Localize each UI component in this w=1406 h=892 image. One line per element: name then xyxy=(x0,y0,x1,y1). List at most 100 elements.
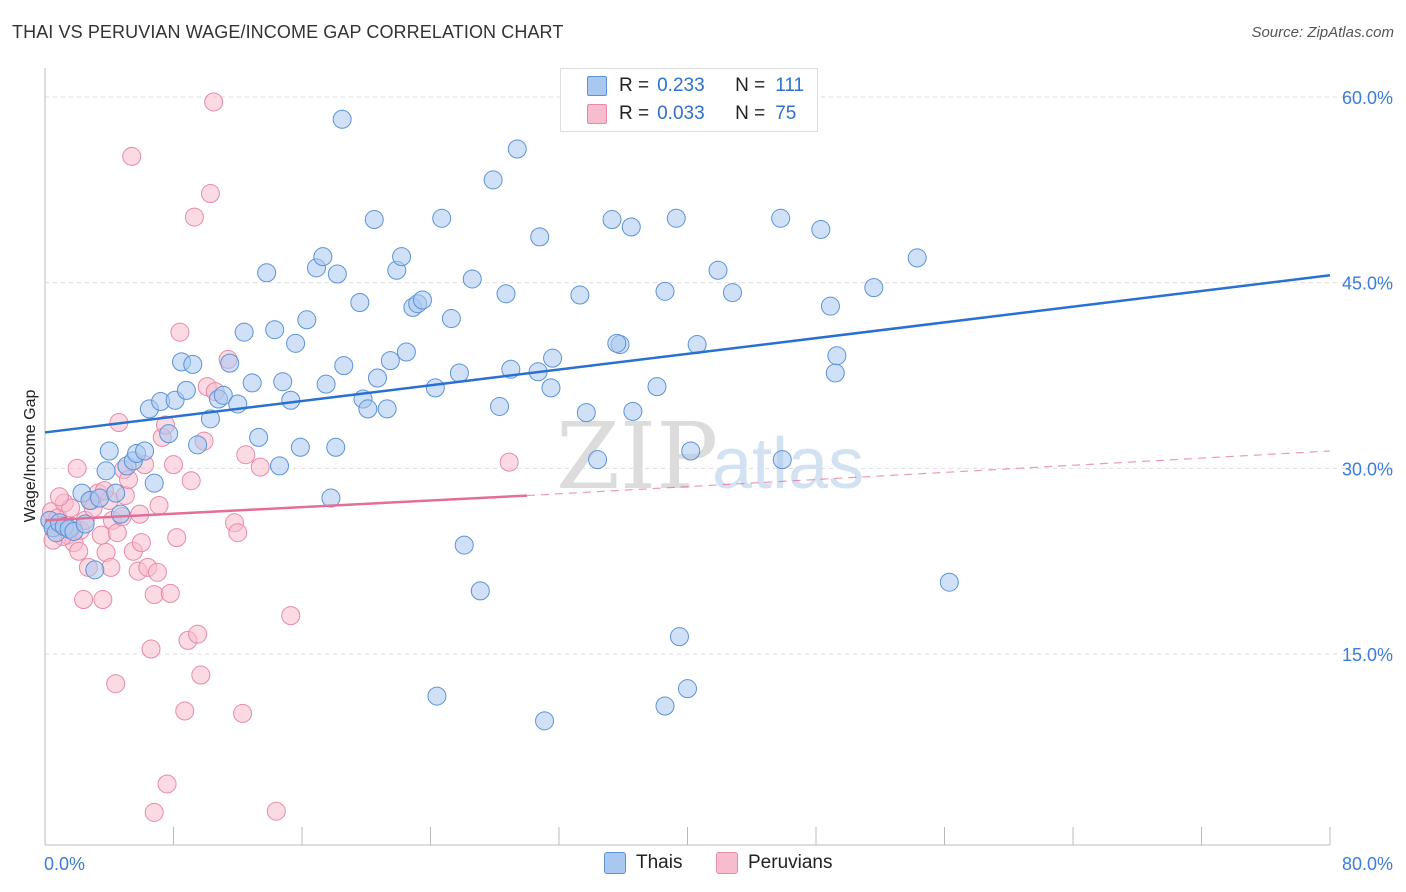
thais-point xyxy=(412,290,432,310)
peruvians-swatch-icon xyxy=(587,104,607,124)
thais-point xyxy=(655,696,675,716)
thais-point xyxy=(257,263,277,283)
thais-point xyxy=(286,333,306,353)
peruvians-point xyxy=(106,674,126,694)
thais-point xyxy=(722,283,742,303)
thais-point xyxy=(669,627,689,647)
n-value: 75 xyxy=(775,103,797,124)
peruvians-point xyxy=(233,703,253,723)
thais-point xyxy=(621,217,641,237)
peruvians-point xyxy=(175,701,195,721)
thais-point xyxy=(213,385,233,405)
peruvians-trend-line xyxy=(44,494,527,522)
peruvians-point xyxy=(160,583,180,603)
peruvians-point xyxy=(144,585,164,605)
thais-point xyxy=(771,208,791,228)
peruvians-point xyxy=(69,541,89,561)
legend-label-thais: Thais xyxy=(636,852,683,873)
chart-title: THAI VS PERUVIAN WAGE/INCOME GAP CORRELA… xyxy=(12,22,564,42)
thais-point xyxy=(441,309,461,329)
peruvians-point xyxy=(149,495,169,515)
thais-swatch-icon xyxy=(587,76,607,96)
thais-point xyxy=(176,380,196,400)
thais-point xyxy=(678,679,697,699)
thais-point xyxy=(507,139,527,159)
peruvians-point xyxy=(74,590,94,610)
thais-point xyxy=(864,278,884,298)
series-legend: Thais Peruvians xyxy=(0,852,1406,878)
thais-point xyxy=(99,441,119,461)
thais-point xyxy=(265,320,285,340)
thais-point xyxy=(220,353,240,373)
peruvians-point xyxy=(107,523,127,543)
peruvians-point xyxy=(266,801,286,821)
legend-item-peruvians[interactable]: Peruvians xyxy=(716,852,833,874)
thais-point xyxy=(364,210,384,230)
stats-row-thais: R = 0.233 N = 111 xyxy=(587,73,804,99)
thais-trend-line xyxy=(44,273,1331,434)
thais-point xyxy=(392,247,412,267)
thais-point xyxy=(234,322,254,342)
peruvians-point xyxy=(236,445,256,465)
peruvians-point xyxy=(49,487,69,507)
thais-point xyxy=(939,572,959,592)
thais-point xyxy=(85,560,105,580)
thais-point xyxy=(454,535,474,555)
thais-point xyxy=(541,378,561,398)
peruvians-point xyxy=(204,92,224,112)
peruvians-point xyxy=(170,322,190,342)
thais-point xyxy=(270,456,290,476)
thais-point xyxy=(334,356,354,376)
thais-point xyxy=(367,368,387,388)
y-tick-label: 45.0% xyxy=(1342,274,1393,294)
legend-label-peruvians: Peruvians xyxy=(748,852,833,873)
thais-point xyxy=(576,403,596,423)
peruvians-point xyxy=(122,146,142,166)
thais-point xyxy=(396,342,416,362)
thais-point xyxy=(490,396,510,416)
thais-point xyxy=(242,373,262,393)
thais-point xyxy=(380,351,400,371)
r-value: 0.033 xyxy=(657,103,705,124)
peruvians-point xyxy=(141,639,161,659)
thais-point xyxy=(708,260,728,280)
thais-point xyxy=(350,292,370,312)
thais-point xyxy=(602,210,622,230)
thais-point xyxy=(313,247,333,267)
legend-item-thais[interactable]: Thais xyxy=(604,852,682,874)
peruvians-point xyxy=(144,802,164,822)
stats-row-peruvians: R = 0.033 N = 75 xyxy=(587,101,796,127)
thais-point xyxy=(90,488,110,508)
thais-point xyxy=(907,248,927,268)
peruvians-point xyxy=(250,457,270,477)
thais-point xyxy=(655,281,675,301)
thais-point xyxy=(159,424,179,444)
thais-point xyxy=(135,441,155,461)
peruvians-point xyxy=(228,523,248,543)
thais-point xyxy=(666,208,686,228)
thais-point xyxy=(110,504,130,524)
thais-point xyxy=(188,435,208,455)
r-value: 0.233 xyxy=(657,75,705,96)
thais-point xyxy=(462,269,482,289)
peruvians-point xyxy=(164,455,183,475)
stats-legend: R = 0.233 N = 111 R = 0.033 N = 75 xyxy=(560,68,818,132)
thais-point xyxy=(496,284,516,304)
thais-point xyxy=(327,264,347,284)
thais-point xyxy=(96,461,116,481)
peruvians-point xyxy=(191,665,211,685)
y-tick-label: 60.0% xyxy=(1342,88,1393,108)
y-axis-label: Wage/Income Gap xyxy=(22,390,39,523)
thais-point xyxy=(106,483,126,503)
peruvians-point xyxy=(157,774,177,794)
thais-point xyxy=(607,333,627,353)
y-tick-label: 30.0% xyxy=(1342,459,1393,479)
thais-point xyxy=(316,374,336,394)
peruvians-point xyxy=(167,528,187,548)
thais-point xyxy=(183,354,203,374)
thais-point xyxy=(647,377,667,397)
peruvians-point xyxy=(200,184,220,204)
r-label: R = xyxy=(619,103,650,124)
thais-point xyxy=(588,450,608,470)
